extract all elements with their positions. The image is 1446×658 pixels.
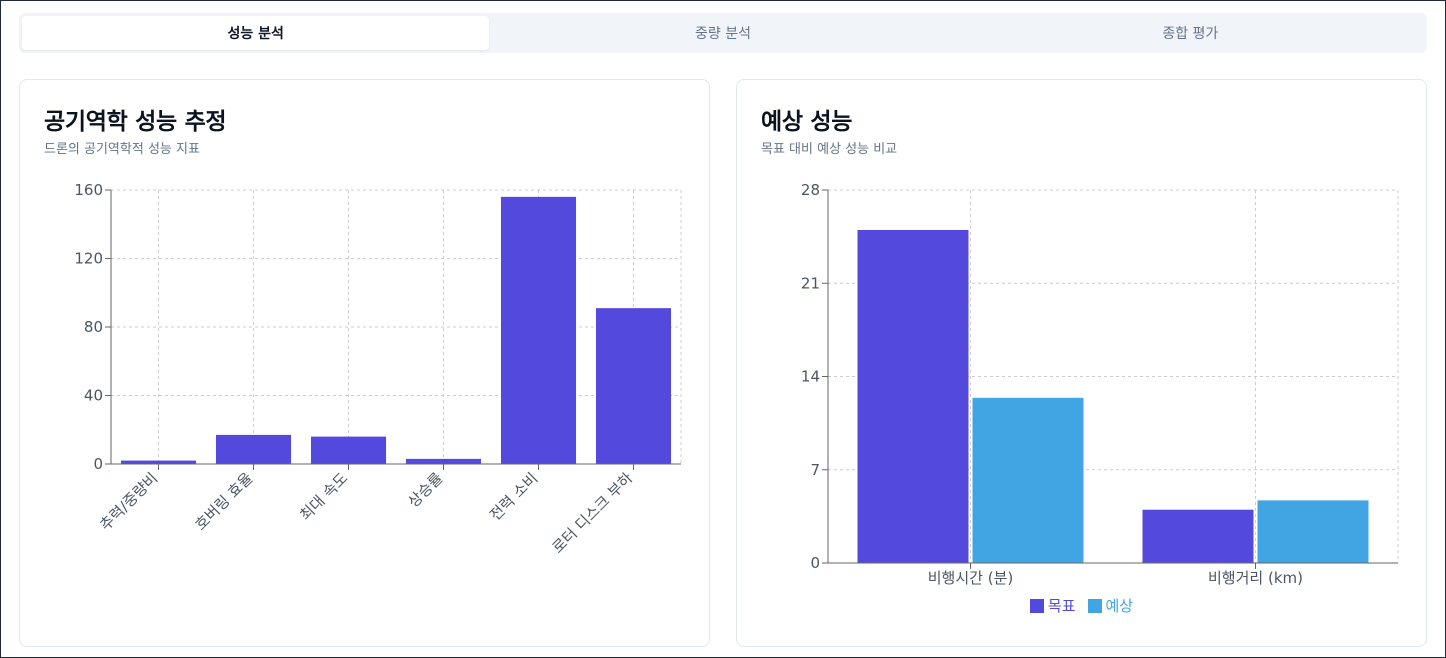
bar [857, 229, 969, 563]
aero-bar-chart: 0 40 80 120 160 추력/중량비 호버링 효율 최대 속도 상승률 전력 소비 로터 디… [74, 181, 682, 557]
y-tick-label: 160 [74, 181, 103, 199]
tab-list: 성능 분석 중량 분석 종합 평가 [19, 13, 1427, 53]
legend-swatch-expected [1087, 598, 1102, 613]
legend-label-target: 목표 [1047, 597, 1076, 615]
bar [120, 460, 197, 464]
y-tick-label: 0 [810, 554, 820, 572]
expected-card-title: 예상 성능 [761, 109, 853, 135]
bar [1142, 509, 1254, 563]
y-tick-label: 80 [84, 318, 103, 336]
tab-overall-evaluation[interactable]: 종합 평가 [1162, 26, 1219, 42]
y-tick-label: 21 [801, 274, 820, 292]
bar [405, 458, 482, 464]
bar [500, 196, 577, 464]
y-tick-label: 120 [74, 250, 103, 268]
expected-card-subtitle: 목표 대비 예상 성능 비교 [761, 142, 898, 157]
expected-bar-chart: 0 7 14 21 28 비행시간 (분) 비행거리 (km) [801, 181, 1399, 587]
x-tick-label: 상승률 [404, 469, 446, 511]
bar [595, 308, 672, 464]
y-tick-label: 14 [801, 368, 820, 386]
legend-label-expected: 예상 [1105, 597, 1134, 615]
x-tick-label: 비행거리 (km) [1208, 569, 1303, 587]
bar [1257, 500, 1369, 563]
x-tick-label: 비행시간 (분) [928, 569, 1013, 587]
aero-card-title: 공기역학 성능 추정 [44, 109, 227, 135]
x-tick-label: 최대 속도 [296, 469, 351, 524]
aero-performance-card: 공기역학 성능 추정 드론의 공기역학적 성능 지표 0 40 80 120 160 추력… [19, 79, 710, 647]
x-tick-label: 전력 소비 [486, 469, 541, 524]
chart-legend: 목표 예상 [737, 595, 1426, 616]
bar [310, 436, 387, 464]
aero-card-subtitle: 드론의 공기역학적 성능 지표 [44, 142, 200, 157]
x-tick-label: 추력/중량비 [96, 469, 161, 534]
bar [972, 397, 1084, 563]
legend-item-target[interactable]: 목표 [1029, 595, 1076, 616]
tab-performance-analysis[interactable]: 성능 분석 [22, 16, 490, 50]
x-tick-label: 로터 디스크 부하 [549, 469, 637, 557]
y-tick-label: 7 [810, 461, 820, 479]
tab-weight-analysis[interactable]: 중량 분석 [695, 26, 751, 42]
legend-swatch-target [1029, 598, 1044, 613]
y-tick-label: 28 [801, 181, 820, 199]
x-tick-label: 호버링 효율 [191, 469, 256, 534]
y-tick-label: 40 [84, 387, 103, 405]
y-tick-label: 0 [93, 455, 103, 473]
bar [215, 434, 292, 464]
expected-performance-card: 예상 성능 목표 대비 예상 성능 비교 0 7 14 21 28 비행시간 (분) 비행거… [736, 79, 1427, 647]
legend-item-expected[interactable]: 예상 [1087, 595, 1134, 616]
